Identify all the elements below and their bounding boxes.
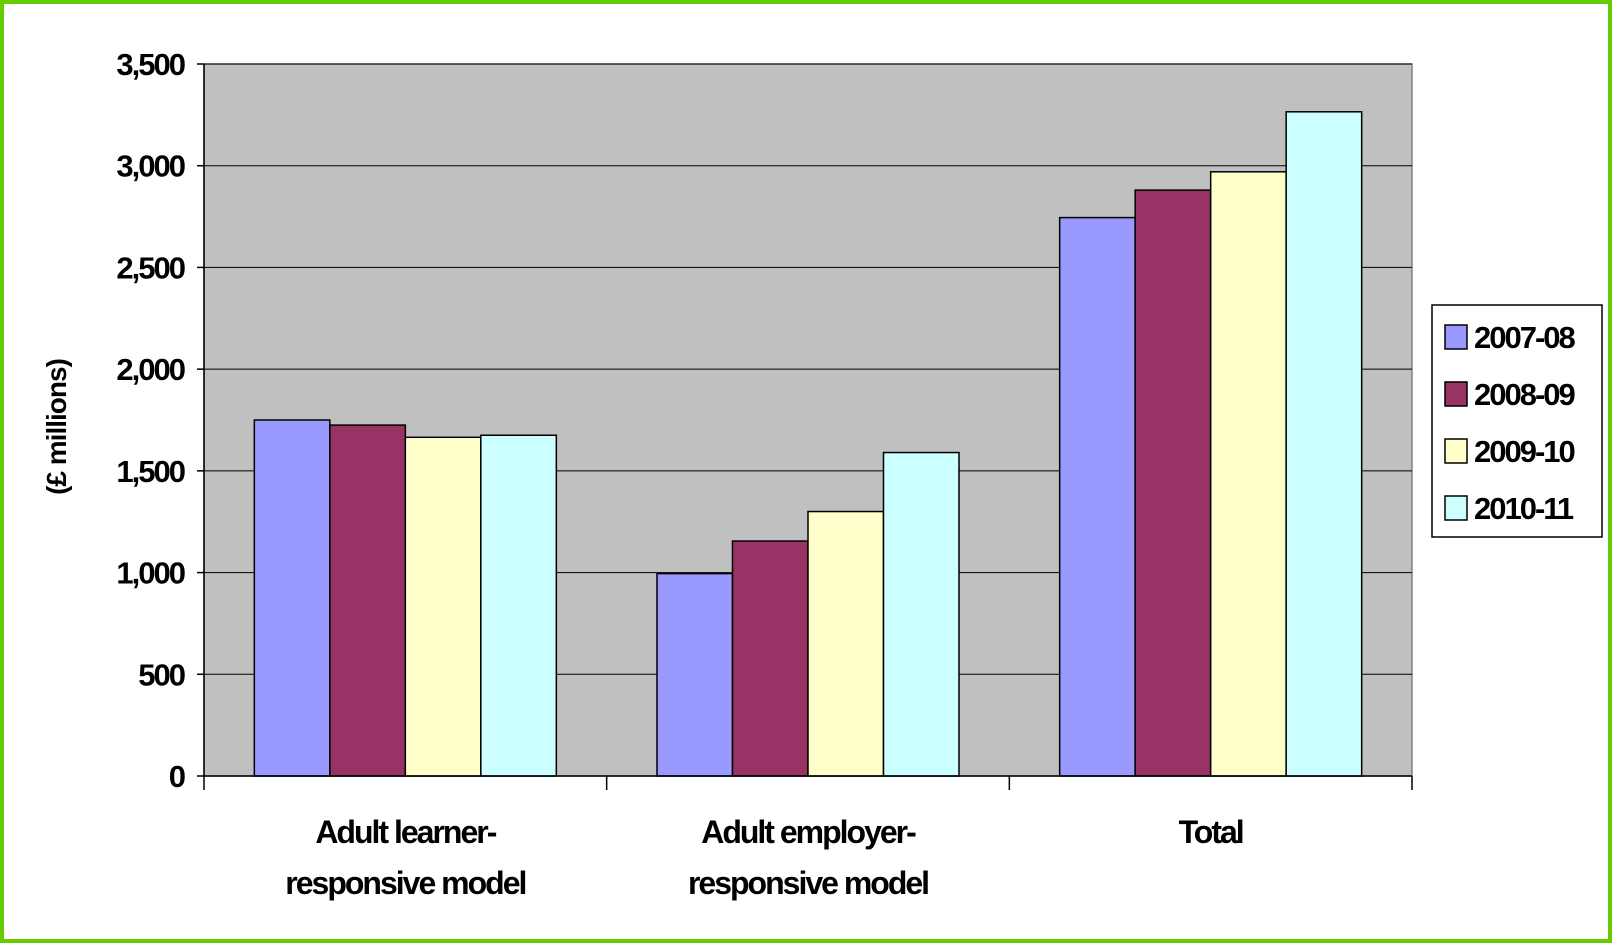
- bar-2007-08-1: [656, 572, 734, 777]
- y-tick-labels: 0 500 1,000 1,500 2,000 2,500 3,000 3,500: [116, 47, 186, 794]
- bar-2010-11-1: [882, 451, 960, 777]
- legend-swatch: [1444, 438, 1468, 464]
- bar-2009-10-0: [404, 436, 482, 777]
- bar-2010-11-2: [1285, 111, 1363, 777]
- bar-2009-10-2: [1209, 171, 1287, 777]
- x-category-label: Adult employer-: [701, 814, 916, 850]
- legend-swatch: [1444, 324, 1468, 350]
- legend-label: 2010-11: [1474, 491, 1574, 526]
- y-tick-label: 500: [138, 657, 184, 692]
- x-category-label: Total: [1179, 814, 1243, 850]
- legend-swatch: [1444, 381, 1468, 407]
- bar-2007-08-2: [1058, 216, 1136, 777]
- bar-2008-09-1: [731, 540, 809, 777]
- x-category-label: responsive model: [285, 865, 525, 901]
- y-tick-label: 2,500: [116, 250, 184, 285]
- y-tick-label: 3,000: [116, 149, 184, 184]
- axes: [197, 63, 1413, 790]
- bar-2010-11-0: [480, 434, 558, 777]
- bar-2008-09-2: [1134, 189, 1212, 777]
- legend-swatch: [1444, 495, 1468, 521]
- y-tick-label: 1,500: [116, 454, 184, 489]
- x-category-label: Adult learner-: [315, 814, 496, 850]
- legend: 2007-08 2008-09 2009-10 2010-11: [1431, 304, 1603, 538]
- y-axis-label: (£ millions): [41, 359, 72, 495]
- bar-2009-10-1: [807, 510, 885, 777]
- legend-label: 2008-09: [1474, 377, 1576, 412]
- x-category-label: responsive model: [688, 865, 928, 901]
- bar-2007-08-0: [253, 419, 331, 777]
- legend-label: 2009-10: [1474, 434, 1575, 469]
- y-tick-label: 3,500: [116, 47, 184, 82]
- y-tick-label: 1,000: [116, 556, 184, 591]
- y-tick-label: 0: [169, 759, 185, 794]
- legend-label: 2007-08: [1474, 320, 1576, 355]
- bars: [253, 111, 1363, 777]
- bar-2008-09-0: [329, 424, 407, 777]
- y-tick-label: 2,000: [116, 352, 184, 387]
- x-category-labels: Adult learner-responsive model Adult empl…: [285, 814, 1245, 901]
